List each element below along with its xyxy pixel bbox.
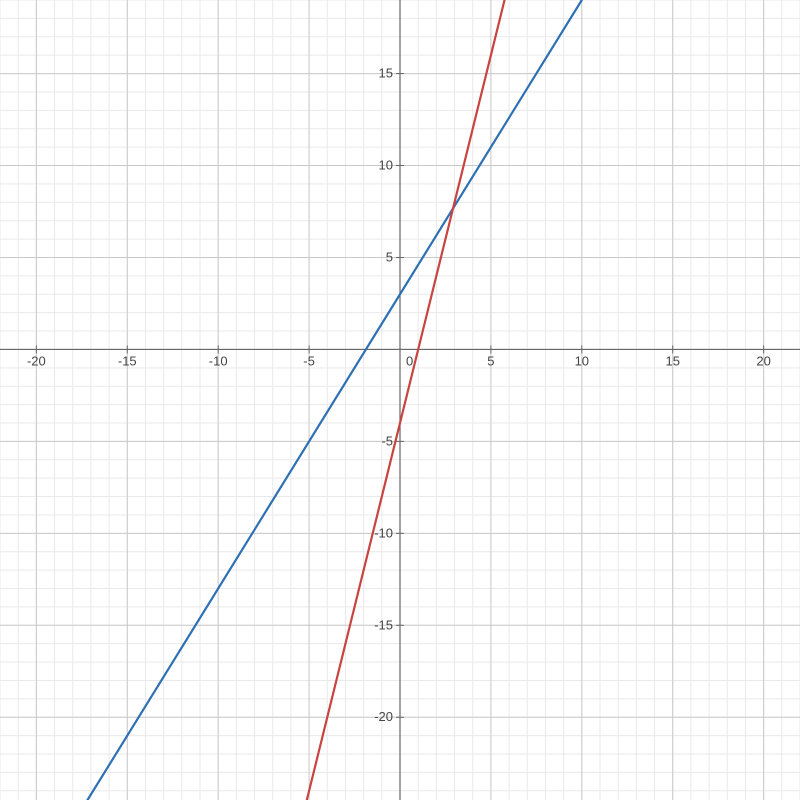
x-tick-label: -10 — [209, 353, 228, 368]
y-tick-label: -15 — [374, 617, 393, 632]
x-tick-label: -5 — [303, 353, 315, 368]
y-tick-label: 10 — [379, 158, 393, 173]
y-tick-label: -10 — [374, 525, 393, 540]
line-chart: -20 -15 -10 -5 0 5 10 15 20 -20 -15 -10 -5 5 10 15 — [0, 0, 800, 800]
y-tick-label: 15 — [379, 66, 393, 81]
x-tick-label: 10 — [575, 353, 589, 368]
x-tick-label: -15 — [118, 353, 137, 368]
x-tick-label: -20 — [27, 353, 46, 368]
y-tick-label: -20 — [374, 709, 393, 724]
x-tick-label: 0 — [406, 353, 413, 368]
y-tick-label: 5 — [386, 249, 393, 264]
x-tick-label: 15 — [665, 353, 679, 368]
x-tick-label: 20 — [756, 353, 770, 368]
x-tick-label: 5 — [487, 353, 494, 368]
y-tick-label: -5 — [381, 433, 393, 448]
